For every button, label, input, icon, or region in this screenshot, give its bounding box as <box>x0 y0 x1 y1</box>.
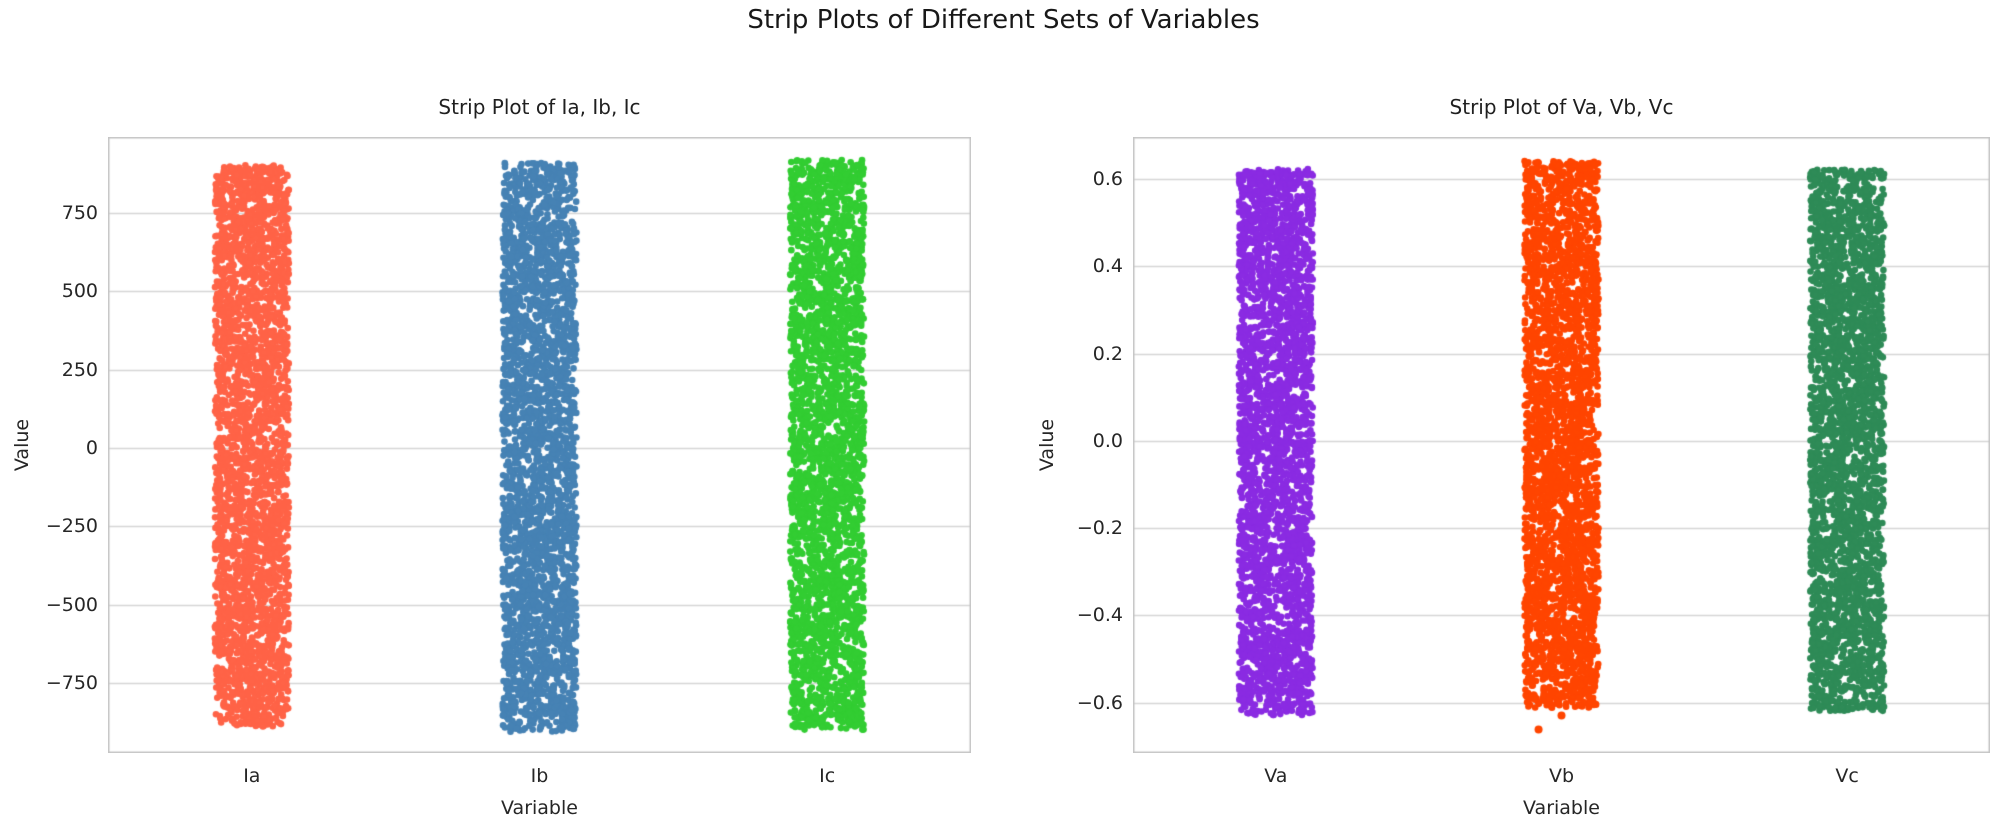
ytick-label: 0.6 <box>1092 167 1123 190</box>
ytick-label: −750 <box>45 671 98 694</box>
ytick-label: 0.2 <box>1092 342 1123 365</box>
xtick-label: Va <box>1264 765 1288 787</box>
ytick-label: 500 <box>61 280 98 303</box>
subplot-voltages-xticks: Va Vb Vc <box>1133 765 1990 789</box>
ytick-label: 0.0 <box>1092 429 1123 452</box>
ytick-label: 750 <box>61 202 98 225</box>
subplot-currents-ylabel: Value <box>11 418 33 472</box>
subplot-currents-title: Strip Plot of Ia, Ib, Ic <box>438 95 641 119</box>
ytick-label: −0.6 <box>1076 691 1123 714</box>
subplot-currents: Strip Plot of Ia, Ib, Ic Value 750 500 250… <box>11 95 971 819</box>
subplot-voltages-yticks: 0.6 0.4 0.2 0.0 −0.2 −0.4 −0.6 <box>1061 137 1123 753</box>
subplot-voltages-xlabel: Variable <box>1523 797 1600 819</box>
xtick-label: Ib <box>530 765 549 787</box>
ytick-label: 0 <box>85 436 98 459</box>
subplot-currents-xticks: Ia Ib Ic <box>108 765 971 789</box>
xtick-label: Vb <box>1548 765 1575 787</box>
ytick-label: −250 <box>45 515 98 538</box>
figure-title: Strip Plots of Different Sets of Variabl… <box>747 5 1260 35</box>
ytick-label: −0.2 <box>1076 517 1123 540</box>
subplot-voltages-title: Strip Plot of Va, Vb, Vc <box>1449 95 1674 119</box>
xtick-label: Vc <box>1835 765 1859 787</box>
xtick-label: Ic <box>819 765 836 787</box>
ytick-label: −0.4 <box>1076 604 1123 627</box>
strip-plot-canvas-currents <box>108 137 971 753</box>
xtick-label: Ia <box>243 765 261 787</box>
subplot-voltages: Strip Plot of Va, Vb, Vc Value 0.6 0.4 0.2… <box>1036 95 1990 819</box>
ytick-label: −500 <box>45 593 98 616</box>
subplot-voltages-ylabel: Value <box>1036 418 1058 472</box>
subplot-currents-yticks: 750 500 250 0 −250 −500 −750 <box>36 137 98 753</box>
subplot-currents-xlabel: Variable <box>501 797 578 819</box>
strip-plot-canvas-voltages <box>1133 137 1990 753</box>
ytick-label: 0.4 <box>1092 255 1123 278</box>
ytick-label: 250 <box>61 358 98 381</box>
